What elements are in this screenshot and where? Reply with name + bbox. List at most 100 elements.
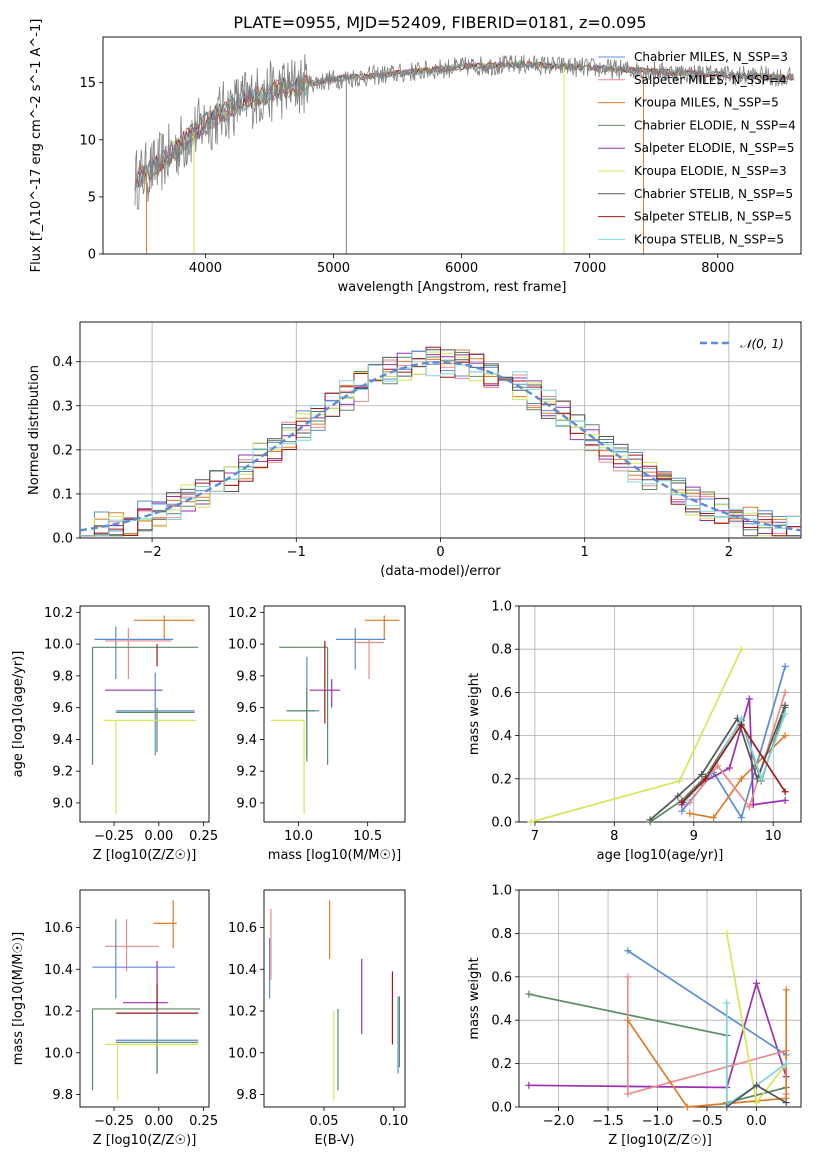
legend-label: Kroupa STELIB, N_SSP=5 bbox=[634, 232, 784, 246]
y-tick-label: 10.2 bbox=[44, 1005, 73, 1020]
weight-marker bbox=[678, 799, 686, 807]
weight-marker bbox=[781, 701, 789, 709]
spectrum-panel: 4000 5000 6000 7000 8000 0 5 10 15 wavelength [An… bbox=[29, 19, 802, 295]
y-axis-label: mass weight bbox=[467, 957, 482, 1039]
x-tick-label: 0 bbox=[436, 545, 444, 560]
weight-marker bbox=[737, 814, 745, 822]
weight-marker bbox=[527, 818, 535, 826]
x-tick-label: −1.5 bbox=[592, 1114, 624, 1129]
weight-line bbox=[627, 950, 787, 1056]
y-tick-label: 9.6 bbox=[52, 701, 73, 716]
weight-marker bbox=[525, 1081, 533, 1089]
x-tick-label: −2 bbox=[143, 545, 162, 560]
y-tick-label: 9.4 bbox=[52, 733, 73, 748]
axes-frame bbox=[79, 321, 802, 539]
legend-label: Chabrier MILES, N_SSP=3 bbox=[634, 50, 788, 64]
axes-frame bbox=[518, 889, 802, 1108]
y-axis-label: age [log10(age/yr)] bbox=[11, 651, 26, 778]
y-tick-label: 9.2 bbox=[236, 765, 257, 780]
weight-marker bbox=[698, 770, 706, 778]
x-tick-label: 10.5 bbox=[353, 829, 382, 844]
y-tick-label: 9.8 bbox=[52, 669, 73, 684]
x-tick-label: 8000 bbox=[701, 261, 734, 276]
weight-marker bbox=[686, 809, 694, 817]
x-tick-label: −2.0 bbox=[543, 1114, 575, 1129]
y-tick-label: 10.4 bbox=[44, 963, 73, 978]
weight-marker bbox=[782, 1099, 790, 1107]
x-tick-label: 1 bbox=[581, 545, 589, 560]
legend-label: Salpeter ELODIE, N_SSP=5 bbox=[634, 141, 795, 155]
x-tick-label: 7 bbox=[531, 829, 539, 844]
normal-curve bbox=[79, 360, 802, 532]
axes-frame bbox=[79, 605, 210, 823]
weight-marker bbox=[702, 775, 710, 783]
y-tick-label: 10.6 bbox=[228, 921, 257, 936]
y-tick-label: 0.6 bbox=[491, 686, 512, 701]
y-tick-label: 0.2 bbox=[52, 443, 73, 458]
x-tick-label: 10 bbox=[765, 829, 782, 844]
y-tick-label: 10.0 bbox=[44, 638, 73, 653]
y-tick-label: 1.0 bbox=[491, 884, 512, 899]
y-tick-label: 10.6 bbox=[44, 921, 73, 936]
x-tick-label: 9 bbox=[690, 829, 698, 844]
y-tick-label: 0.4 bbox=[52, 355, 73, 370]
x-axis-label: (data-model)/error bbox=[380, 564, 501, 579]
weight-marker bbox=[646, 816, 654, 824]
y-tick-label: 10.4 bbox=[228, 963, 257, 978]
x-axis-label: mass [log10(M/M☉)] bbox=[268, 848, 401, 863]
weight-marker bbox=[752, 1099, 760, 1107]
weight-marker bbox=[675, 777, 683, 785]
y-tick-label: 9.8 bbox=[236, 1088, 257, 1103]
legend-label: Salpeter STELIB, N_SSP=5 bbox=[634, 210, 792, 224]
weight-line bbox=[689, 692, 786, 809]
weight-marker bbox=[686, 799, 694, 807]
mass-vs-Z-panel: −0.25 0.00 0.25 9.8 10.0 10.2 10.4 10.6 Z [log10… bbox=[11, 889, 218, 1148]
weight-marker bbox=[723, 1103, 731, 1111]
weight-line bbox=[725, 1002, 787, 1107]
y-tick-label: 15 bbox=[79, 76, 96, 91]
weight-marker bbox=[710, 814, 718, 822]
y-tick-label: 0 bbox=[88, 248, 96, 263]
y-tick-label: 5 bbox=[88, 190, 96, 205]
weight-marker bbox=[781, 688, 789, 696]
histogram-step bbox=[80, 346, 801, 537]
y-tick-label: 10.2 bbox=[228, 1005, 257, 1020]
weight-marker bbox=[749, 801, 757, 809]
y-tick-label: 9.0 bbox=[236, 796, 257, 811]
x-tick-label: 10.0 bbox=[284, 829, 313, 844]
x-tick-label: 0.00 bbox=[144, 1114, 173, 1129]
legend-label: Kroupa ELODIE, N_SSP=3 bbox=[634, 164, 787, 178]
x-tick-label: 6000 bbox=[445, 261, 478, 276]
y-axis-label: mass [log10(M/M☉)] bbox=[11, 932, 26, 1065]
weight-line bbox=[681, 723, 786, 804]
x-tick-label: 7000 bbox=[573, 261, 606, 276]
axes-frame bbox=[79, 889, 210, 1108]
x-axis-label: E(B-V) bbox=[314, 1133, 354, 1148]
age-vs-Z-panel: −0.25 0.00 0.25 9.0 9.2 9.4 9.6 9.8 10.0 10.2 Z [l… bbox=[11, 605, 218, 863]
weight-marker bbox=[752, 1081, 760, 1089]
x-axis-label: age [log10(age/yr)] bbox=[597, 848, 724, 863]
y-tick-label: 9.4 bbox=[236, 733, 257, 748]
x-tick-label: −0.25 bbox=[94, 829, 134, 844]
axes-frame bbox=[102, 36, 802, 255]
weight-marker bbox=[726, 764, 734, 772]
y-axis-label: mass weight bbox=[467, 673, 482, 755]
weight-marker bbox=[624, 1090, 632, 1098]
x-tick-label: 0.05 bbox=[310, 1114, 339, 1129]
x-tick-label: 0.25 bbox=[189, 829, 218, 844]
weight-line bbox=[649, 705, 786, 821]
y-tick-label: 10 bbox=[79, 133, 96, 148]
weight-vs-Z-panel: −2.0 −1.5 −1.0 −0.5 0.0 0.0 0.2 0.4 0.6 0.8 1.0 Z [… bbox=[467, 884, 802, 1148]
y-tick-label: 1.0 bbox=[491, 600, 512, 615]
y-tick-label: 9.8 bbox=[52, 1088, 73, 1103]
y-tick-label: 9.8 bbox=[236, 669, 257, 684]
x-tick-label: 0.00 bbox=[144, 829, 173, 844]
legend-label: Chabrier STELIB, N_SSP=5 bbox=[634, 187, 793, 201]
weight-marker bbox=[624, 947, 632, 955]
x-tick-label: 0.0 bbox=[746, 1114, 767, 1129]
y-tick-label: 10.0 bbox=[44, 1046, 73, 1061]
x-tick-label: 5000 bbox=[317, 261, 350, 276]
weight-marker bbox=[757, 775, 765, 783]
y-tick-label: 0.3 bbox=[52, 399, 73, 414]
